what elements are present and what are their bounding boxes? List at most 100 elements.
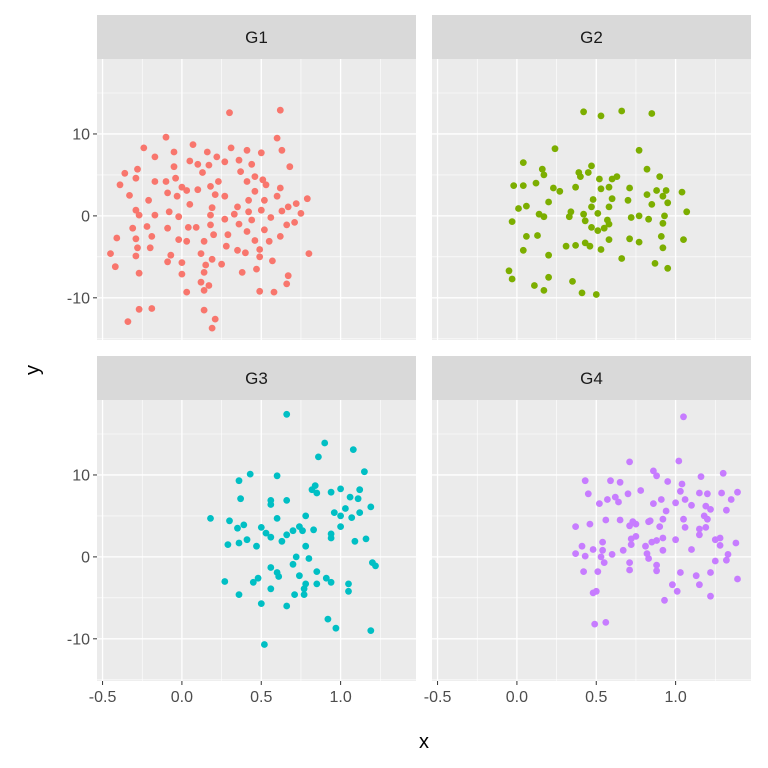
data-point [208,255,216,263]
data-point [305,555,313,562]
data-point [218,260,226,268]
data-point [183,288,191,296]
data-point [273,472,281,480]
data-point [200,306,208,314]
data-point [678,480,686,488]
data-point [283,531,291,539]
data-point [194,186,202,194]
data-point [551,145,559,153]
data-point [273,192,281,200]
data-point [278,207,286,215]
data-point [659,219,667,227]
data-point [572,523,579,530]
data-point [283,497,291,504]
data-point [192,224,200,231]
data-point [505,267,513,275]
data-point [253,265,260,273]
data-point [300,585,308,593]
data-point [673,587,681,595]
data-point [669,581,676,589]
data-point [635,212,643,220]
data-point [292,200,300,208]
data-point [257,524,265,531]
data-point [711,557,719,565]
data-point [572,242,579,249]
data-point [643,191,651,199]
data-point [540,287,548,294]
data-point [597,246,605,253]
data-point [588,162,595,170]
x-tick-label: 0.0 [171,689,193,706]
data-point [599,546,606,554]
data-point [313,489,321,497]
data-point [151,211,159,219]
data-point [189,141,197,149]
y-tick-label: 0 [81,549,90,566]
data-point [237,168,245,176]
data-point [600,224,608,232]
data-point [580,568,587,575]
data-point [283,280,291,288]
data-point [237,495,245,503]
data-point [243,228,251,235]
data-point [356,509,364,516]
data-point [734,575,741,583]
y-tick-label: 0 [81,208,90,225]
data-point [688,501,695,509]
data-point [235,591,243,598]
data-point [234,203,241,211]
data-point [677,487,684,495]
data-point [618,255,626,262]
data-point [345,580,352,588]
data-point [245,208,253,216]
data-point [299,527,306,535]
data-point [327,534,335,542]
facet-strip-label: G2 [580,28,603,47]
data-point [173,192,181,200]
data-point [683,208,691,216]
data-point [592,291,600,298]
x-tick-label: -0.5 [89,689,117,706]
data-point [143,223,151,230]
data-point [259,176,267,184]
data-point [650,467,657,475]
data-point [267,214,275,221]
data-point [532,179,540,187]
data-point [251,187,259,195]
data-point [581,217,589,225]
data-point [678,188,686,196]
data-point [286,163,294,171]
data-point [273,134,281,142]
data-point [577,173,584,181]
data-point [680,515,687,523]
data-point [586,242,594,250]
data-point [581,552,589,560]
data-point [696,525,703,533]
data-point [662,507,670,515]
data-point [327,578,335,586]
data-point [224,231,232,239]
data-point [680,413,687,421]
data-point [584,490,592,498]
data-point [200,287,208,294]
data-point [276,233,284,240]
data-point [597,553,605,561]
data-point [688,546,695,553]
data-point [680,236,687,244]
data-point [151,178,159,185]
data-point [635,146,643,154]
data-point [356,486,364,494]
facet-strip [432,356,751,400]
data-point [569,278,576,285]
data-point [200,269,208,276]
data-point [234,524,241,532]
data-point [132,174,140,182]
data-point [659,534,667,542]
data-point [202,261,210,269]
data-point [183,187,191,194]
data-point [199,169,206,176]
data-point [605,236,613,244]
data-point [659,244,667,252]
data-point [227,144,235,152]
data-point [291,591,298,598]
